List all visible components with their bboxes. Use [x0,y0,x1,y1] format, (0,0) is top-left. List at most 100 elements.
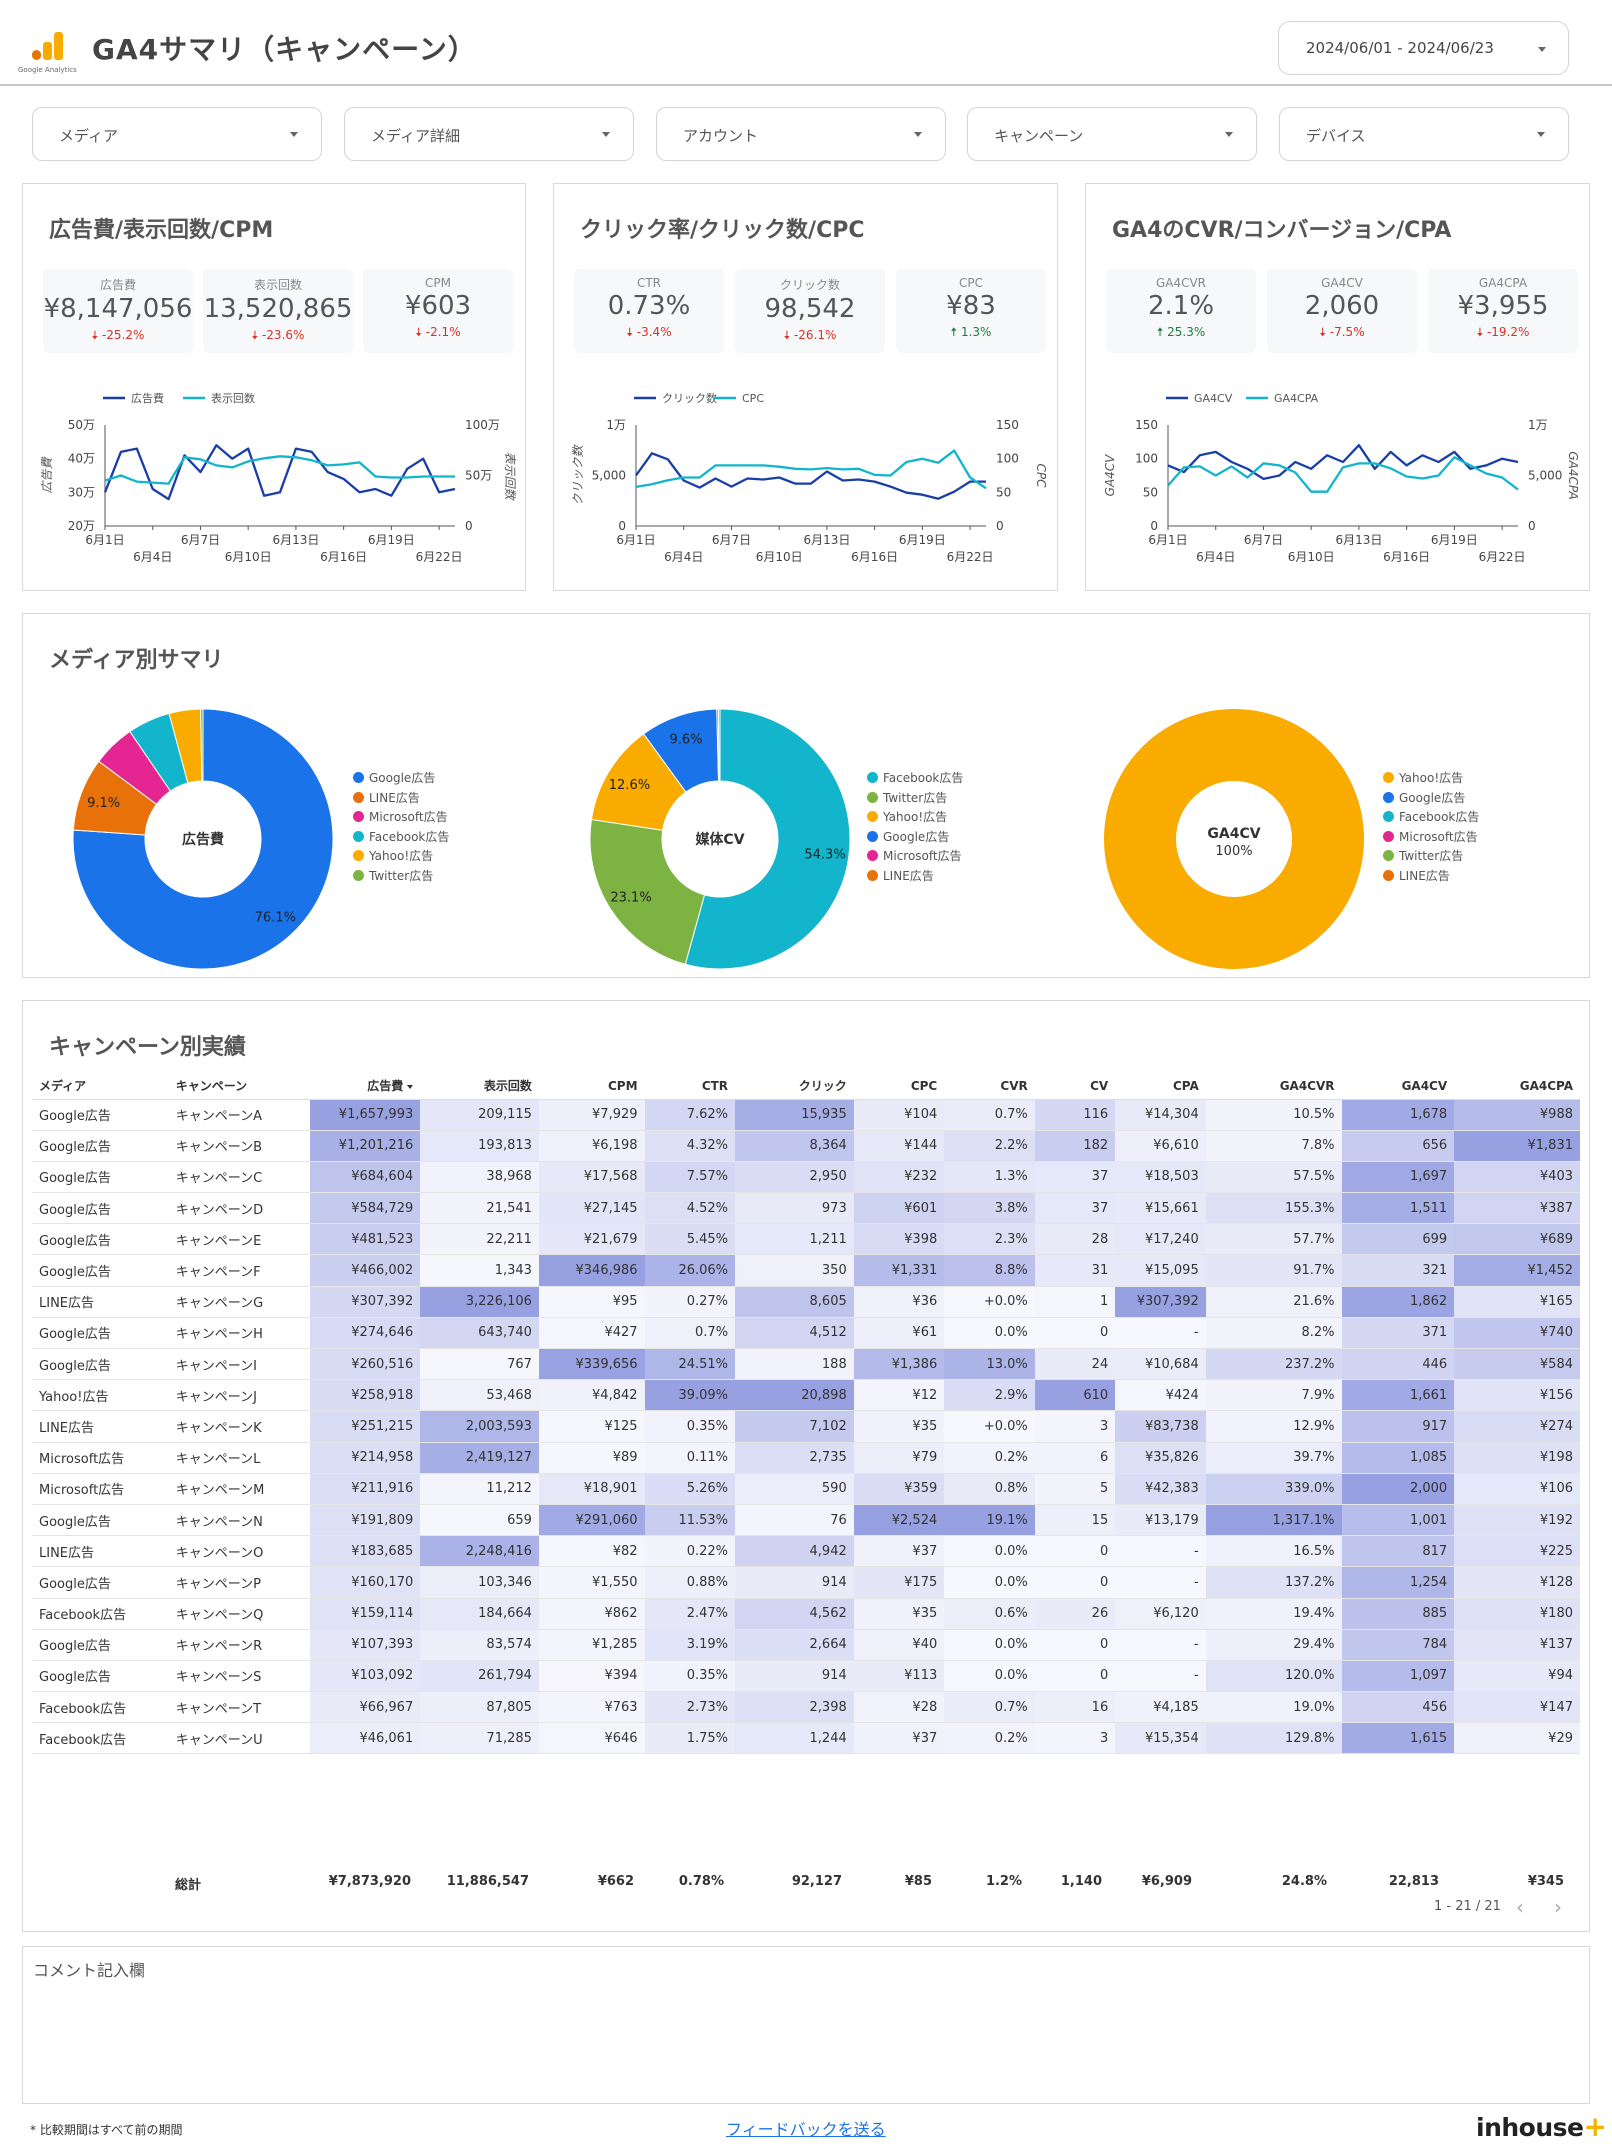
legend-item[interactable]: Google広告 [867,827,963,847]
column-header[interactable]: CPC [853,1073,945,1100]
legend-item[interactable]: LINE広告 [1383,866,1479,886]
table-row[interactable]: Google広告 キャンペーンN ¥191,809 659 ¥291,060 11.53%… [32,1504,1580,1537]
column-header[interactable]: CPM [538,1073,645,1100]
table-cell: 0 [1034,1566,1116,1599]
column-header[interactable]: GA4CVR [1205,1073,1342,1100]
legend-item[interactable]: Google広告 [353,768,449,788]
table-row[interactable]: Google広告 キャンペーンS ¥103,092 261,794 ¥394 0.35% 9… [32,1660,1580,1693]
filter-label: メディア [59,127,118,145]
legend-dot [353,772,364,784]
legend-item[interactable]: Microsoft広告 [353,807,449,827]
table-cell: 0 [1034,1535,1116,1568]
legend-item[interactable]: Yahoo!広告 [353,846,449,866]
legend-item[interactable]: Microsoft広告 [867,846,963,866]
table-cell: ¥258,918 [309,1379,421,1412]
filter-device[interactable]: デバイス [1279,107,1569,161]
table-cell: LINE広告 [32,1410,169,1443]
column-header[interactable]: 広告費 [309,1073,421,1100]
table-cell: 1 [1034,1286,1116,1318]
table-cell: キャンペーンR [168,1629,310,1661]
column-header[interactable]: GA4CPA [1454,1073,1580,1100]
table-row[interactable]: Google広告 キャンペーンC ¥684,604 38,968 ¥17,568 7.57… [32,1161,1580,1194]
table-cell: 1,661 [1341,1379,1455,1412]
legend-item[interactable]: Twitter広告 [1383,846,1479,866]
filter-campaign[interactable]: キャンペーン [967,107,1257,161]
y-axis-left-title: GA4CV [1103,454,1117,497]
table-row[interactable]: Google広告 キャンペーンA ¥1,657,993 209,115 ¥7,929 7.… [32,1099,1580,1131]
filter-media[interactable]: メディア [32,107,322,161]
y-tick-left: 20万 [68,519,95,533]
legend-item[interactable]: Facebook広告 [867,768,963,788]
legend-item[interactable]: Facebook広告 [1383,807,1479,827]
table-cell: 5.26% [644,1473,736,1505]
legend-label: クリック数 [662,392,717,405]
filter-account[interactable]: アカウント [656,107,946,161]
legend-item[interactable]: Yahoo!広告 [1383,768,1479,788]
legend-item[interactable]: LINE広告 [867,866,963,886]
feedback-link[interactable]: フィードバックを送る [726,2120,886,2139]
chevron-left-icon[interactable]: ‹ [1516,1895,1524,1919]
column-header[interactable]: GA4CV [1341,1073,1455,1100]
table-row[interactable]: Google広告 キャンペーンH ¥274,646 643,740 ¥427 0.7% 4,… [32,1317,1580,1350]
panel-title: メディア別サマリ [49,648,224,673]
table-cell: 103,346 [420,1566,539,1599]
filter-media-detail[interactable]: メディア詳細 [344,107,634,161]
table-row[interactable]: Google広告 キャンペーンD ¥584,729 21,541 ¥27,145 4.52… [32,1192,1580,1225]
line-chart-conversion: GA4CV GA4CPA 0 50 100 150 0 5,000 1万 GA4CV GA4CPA 6… [1103,392,1580,564]
table-row[interactable]: Google広告 キャンペーンP ¥160,170 103,346 ¥1,550 0.88… [32,1566,1580,1599]
table-cell: キャンペーンS [168,1660,310,1693]
kpi-value: ¥83 [946,291,996,321]
table-row[interactable]: Yahoo!広告 キャンペーンJ ¥258,918 53,468 ¥4,842 39.09… [32,1379,1580,1412]
table-cell: ¥260,516 [309,1348,421,1381]
table-row[interactable]: Microsoft広告 キャンペーンL ¥214,958 2,419,127 ¥89 0.… [32,1442,1580,1474]
legend-item[interactable]: LINE広告 [353,788,449,808]
legend-item[interactable]: Google広告 [1383,788,1479,808]
y-axis-left-title: クリック数 [571,444,585,506]
table-row[interactable]: Facebook広告 キャンペーンU ¥46,061 71,285 ¥646 1.75% 1… [32,1722,1580,1755]
column-header[interactable]: CVR [944,1073,1035,1100]
column-header[interactable]: クリック [735,1073,854,1100]
table-row[interactable]: Google広告 キャンペーンE ¥481,523 22,211 ¥21,679 5.45… [32,1223,1580,1256]
table-row[interactable]: LINE広告 キャンペーンG ¥307,392 3,226,106 ¥95 0.27% 8,… [32,1286,1580,1318]
table-cell: ¥28 [853,1691,945,1724]
legend-label: Yahoo!広告 [883,810,948,825]
table-row[interactable]: LINE広告 キャンペーンK ¥251,215 2,003,593 ¥125 0.35% 7… [32,1410,1580,1443]
table-cell: ¥94 [1454,1660,1580,1693]
date-range-picker[interactable]: 2024/06/01 - 2024/06/23 [1278,21,1569,75]
x-tick-label: 6月13日 [803,533,850,547]
column-header[interactable]: キャンペーン [168,1073,310,1100]
column-header[interactable]: CV [1034,1073,1116,1100]
table-row[interactable]: Google広告 キャンペーンR ¥107,393 83,574 ¥1,285 3.19%… [32,1629,1580,1661]
x-tick-label: 6月22日 [1479,550,1526,564]
legend-item[interactable]: Yahoo!広告 [867,807,963,827]
table-row[interactable]: Google広告 キャンペーンF ¥466,002 1,343 ¥346,986 26.0… [32,1254,1580,1287]
google-analytics-logo: Google Analytics [18,26,80,74]
table-cell: 4.32% [644,1130,736,1162]
table-cell: ¥387 [1454,1192,1580,1225]
column-header[interactable]: CPA [1115,1073,1206,1100]
table-cell: 7.62% [644,1099,736,1131]
table-cell: - [1115,1566,1206,1599]
legend-dot [867,850,878,862]
table-row[interactable]: LINE広告 キャンペーンO ¥183,685 2,248,416 ¥82 0.22% 4,… [32,1535,1580,1568]
legend-item[interactable]: Twitter広告 [353,866,449,886]
column-header[interactable]: メディア [32,1073,169,1100]
kpi-card-clicks: クリック数 98,542 🠇 -26.1% [735,269,885,353]
column-header[interactable]: 表示回数 [420,1073,539,1100]
table-row[interactable]: Google広告 キャンペーンB ¥1,201,216 193,813 ¥6,198 4.… [32,1130,1580,1162]
table-cell: 3 [1034,1410,1116,1443]
table-cell: 91.7% [1205,1254,1342,1287]
table-cell: 350 [735,1254,854,1287]
legend-item[interactable]: Microsoft広告 [1383,827,1479,847]
table-row[interactable]: Facebook広告 キャンペーンT ¥66,967 87,805 ¥763 2.73% 2… [32,1691,1580,1724]
legend-item[interactable]: Twitter広告 [867,788,963,808]
chevron-right-icon[interactable]: › [1554,1895,1562,1919]
table-row[interactable]: Google広告 キャンペーンI ¥260,516 767 ¥339,656 24.51%… [32,1348,1580,1381]
table-row[interactable]: Microsoft広告 キャンペーンM ¥211,916 11,212 ¥18,901 5… [32,1473,1580,1505]
legend-item[interactable]: Facebook広告 [353,827,449,847]
table-cell: ¥684,604 [309,1161,421,1194]
column-header[interactable]: CTR [644,1073,736,1100]
table-row[interactable]: Facebook広告 キャンペーンQ ¥159,114 184,664 ¥862 2.47… [32,1598,1580,1630]
table-cell: ¥274 [1454,1410,1580,1443]
